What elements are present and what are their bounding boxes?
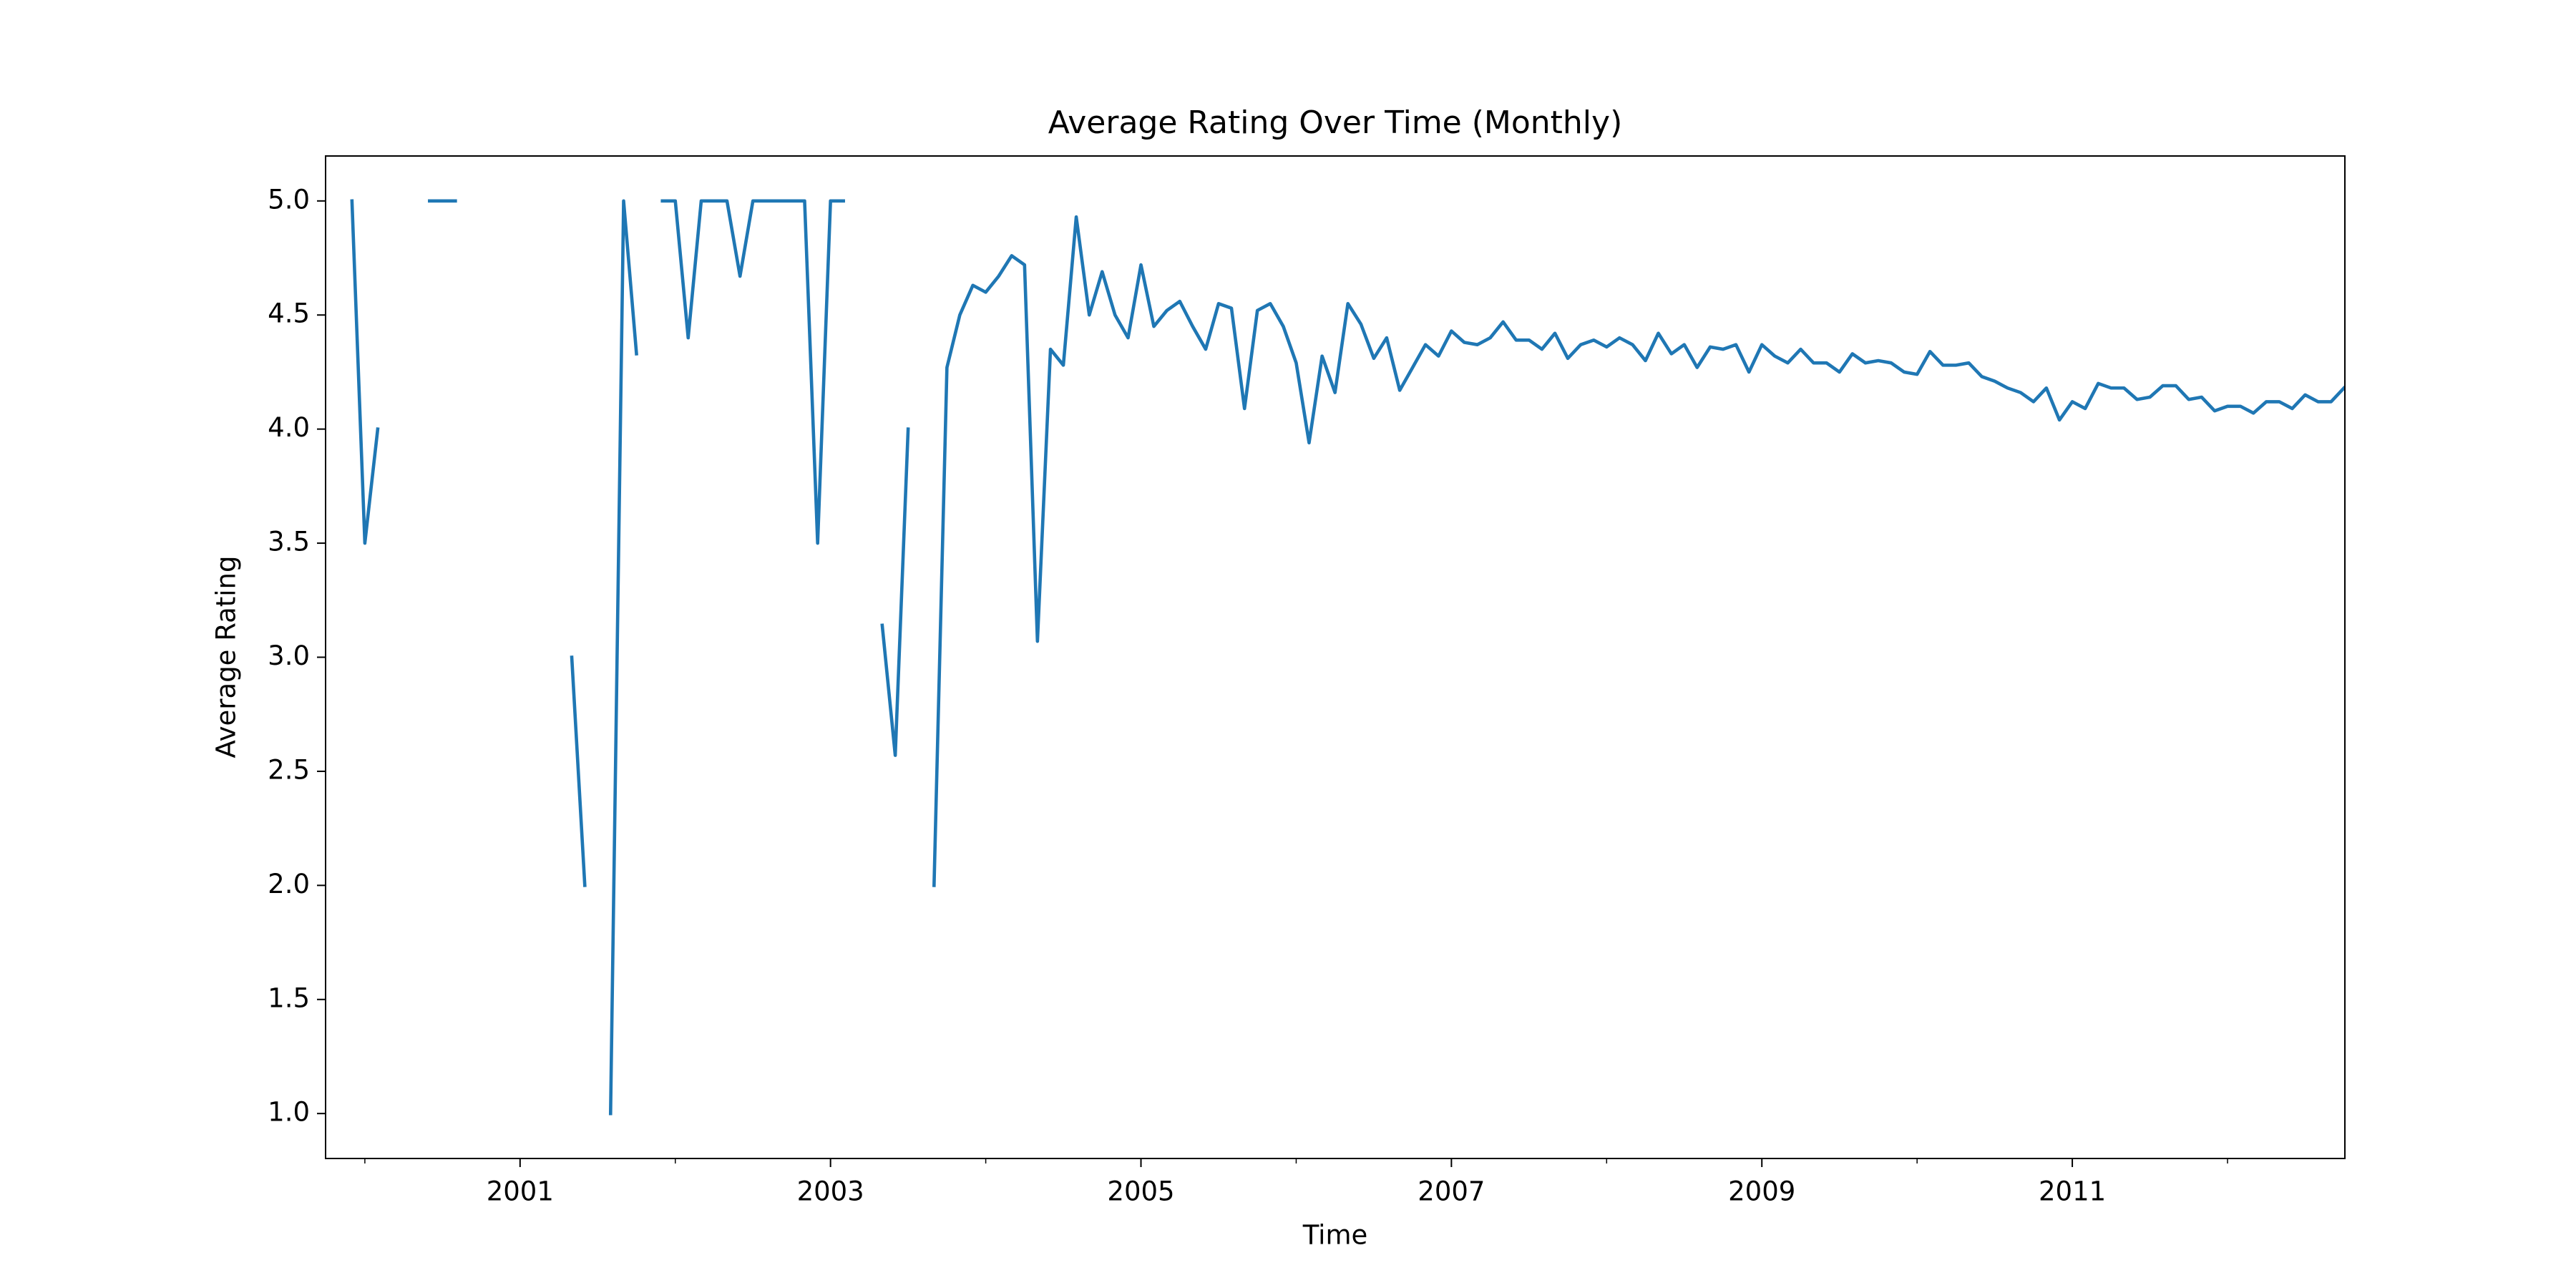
x-tick-label: 2009 — [1728, 1176, 1795, 1207]
y-tick-label: 3.5 — [268, 527, 310, 557]
data-line — [350, 199, 2345, 1116]
y-tick-label: 2.5 — [268, 754, 310, 785]
y-tick-label: 3.0 — [268, 640, 310, 671]
x-tick-label: 2005 — [1107, 1176, 1174, 1207]
chart-title: Average Rating Over Time (Monthly) — [1048, 104, 1623, 141]
y-tick-label: 5.0 — [268, 184, 310, 215]
y-tick-label: 4.0 — [268, 412, 310, 443]
x-tick-label: 2011 — [2039, 1176, 2106, 1207]
y-tick-label: 2.0 — [268, 869, 310, 899]
y-tick-label: 1.0 — [268, 1097, 310, 1128]
x-tick-label: 2003 — [797, 1176, 864, 1207]
y-tick-label: 4.5 — [268, 298, 310, 329]
x-tick-label: 2007 — [1418, 1176, 1485, 1207]
x-tick-label: 2001 — [487, 1176, 554, 1207]
plot-frame — [325, 155, 2346, 1159]
x-axis-label: Time — [1302, 1220, 1368, 1251]
y-tick-label: 1.5 — [268, 982, 310, 1013]
y-axis-label: Average Rating — [211, 556, 242, 758]
